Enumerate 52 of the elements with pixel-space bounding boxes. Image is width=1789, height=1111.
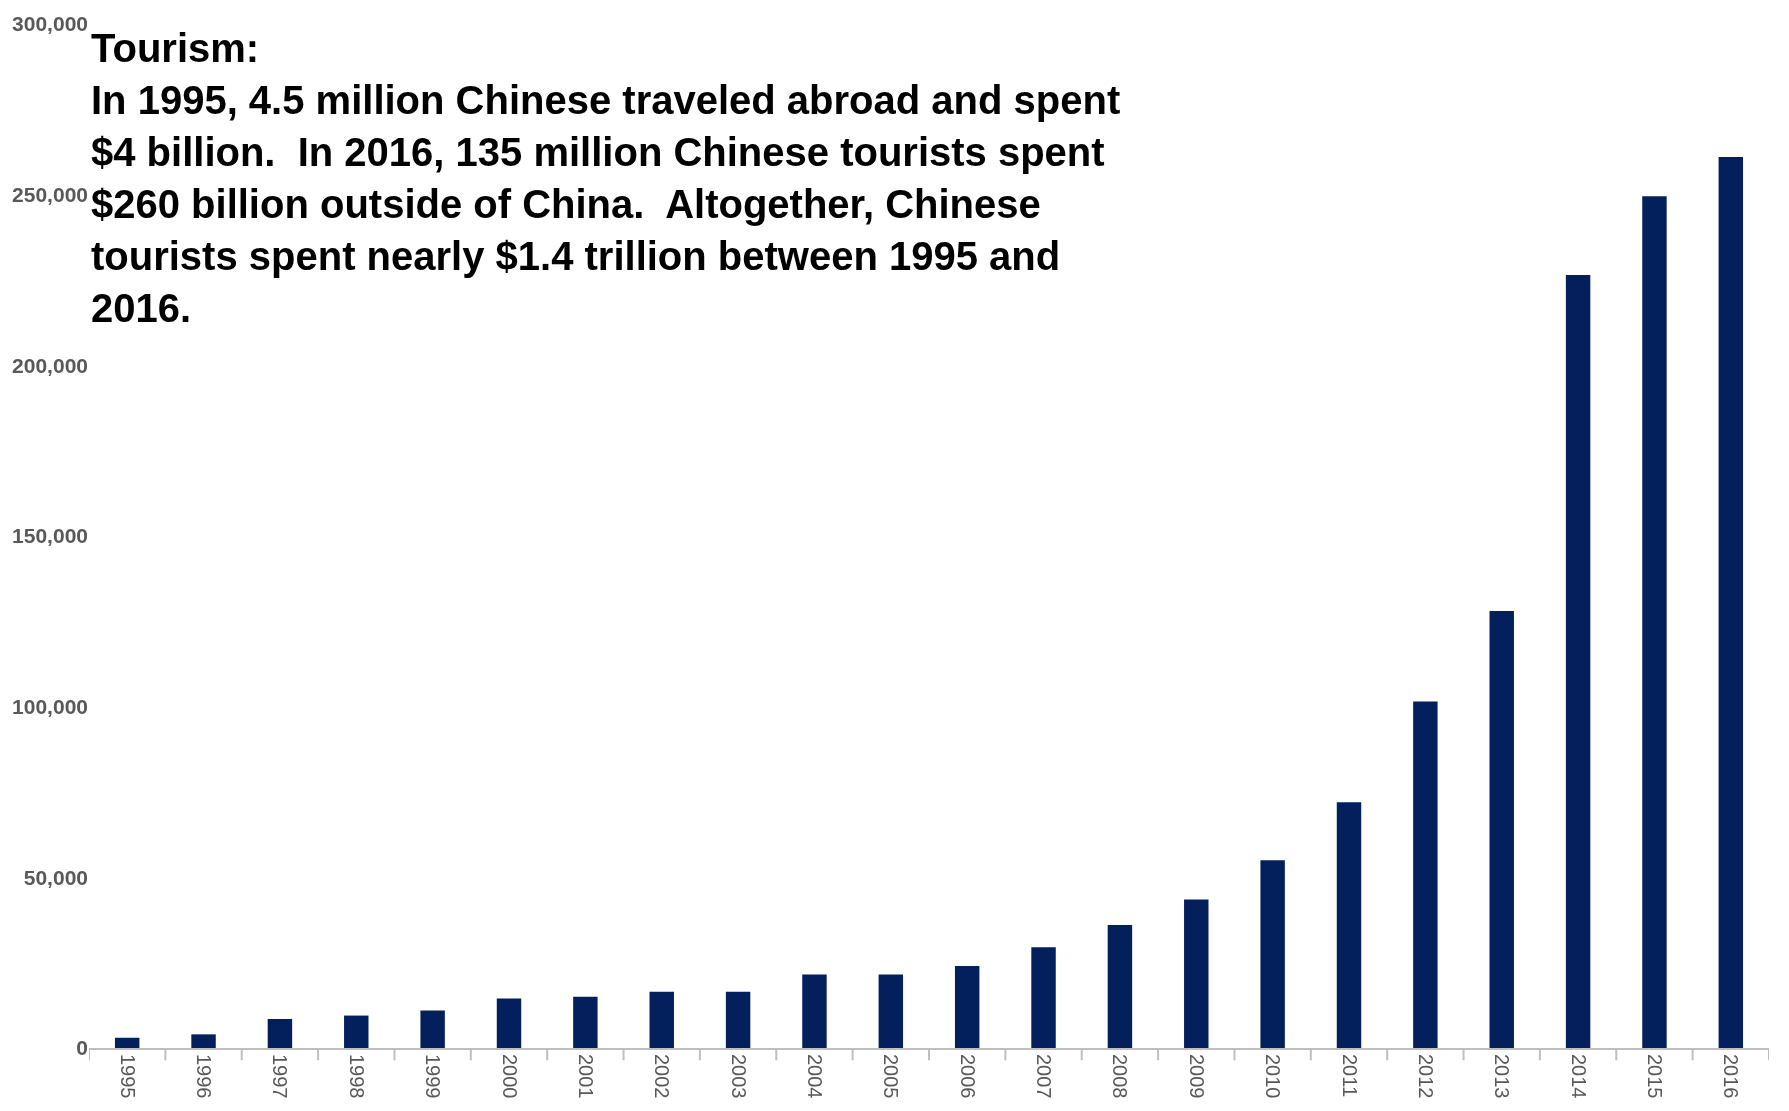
x-tick-label: 2015 (1643, 1054, 1666, 1099)
bar (1107, 925, 1133, 1048)
bar (573, 996, 598, 1048)
x-tick-label: 2008 (1109, 1054, 1132, 1099)
x-tick-label: 2013 (1491, 1054, 1514, 1099)
annotation: Tourism: In 1995, 4.5 million Chinese traveled abroad and spent $4 billion. In 2016, 135 million Chinese tourists spent $260 billion outside of China. Altogether, Chinese tourists spent nearly $1.4 trillion between 1995 and 2016. (91, 26, 1121, 330)
bar (1642, 196, 1667, 1048)
x-tick-label: 2001 (574, 1054, 597, 1099)
x-tick-label: 2009 (1185, 1054, 1208, 1099)
x-tick-label: 2006 (956, 1054, 979, 1099)
bar (420, 1010, 445, 1048)
x-tick-label: 2016 (1720, 1054, 1743, 1099)
bar (1565, 274, 1591, 1048)
x-tick-label: 1997 (269, 1054, 292, 1099)
bar (1260, 860, 1285, 1048)
x-tick-label: 2000 (498, 1054, 521, 1099)
bar (1489, 611, 1514, 1048)
bar (954, 966, 980, 1048)
bar (191, 1034, 216, 1048)
x-tick-label: 2012 (1414, 1054, 1437, 1099)
bar (1718, 157, 1744, 1048)
bar (1413, 701, 1438, 1048)
bar (114, 1037, 140, 1048)
x-tick-label: 1999 (422, 1054, 445, 1099)
x-tick-label: 2004 (803, 1054, 826, 1099)
x-tick-label: 1995 (116, 1054, 139, 1099)
bar (267, 1018, 293, 1048)
x-tick-label: 2010 (1262, 1054, 1285, 1099)
bar (344, 1015, 369, 1048)
y-tick-label: 250,000 (12, 183, 88, 207)
x-tick-label: 2003 (727, 1054, 750, 1099)
bar (802, 974, 827, 1048)
y-tick-label: 200,000 (12, 353, 88, 377)
bar (1336, 802, 1362, 1048)
x-tick-label: 1998 (345, 1054, 368, 1099)
x-tick-label: 2005 (880, 1054, 903, 1099)
y-tick-label: 300,000 (12, 12, 88, 36)
bar (1031, 947, 1056, 1048)
x-tick-label: 2007 (1033, 1054, 1056, 1099)
x-tick-label: 2011 (1338, 1054, 1361, 1098)
y-tick-label: 0 (76, 1036, 88, 1060)
bar (496, 998, 522, 1048)
y-tick-label: 50,000 (23, 865, 88, 889)
bar (725, 991, 751, 1048)
x-tick-label: 2002 (651, 1054, 674, 1099)
x-tick-label: 1996 (193, 1054, 216, 1099)
bar (649, 991, 674, 1048)
y-tick-label: 150,000 (12, 524, 88, 548)
bar (1184, 899, 1209, 1048)
y-tick-label: 100,000 (12, 695, 88, 719)
x-tick-label: 2014 (1567, 1054, 1590, 1099)
bar (878, 974, 904, 1048)
